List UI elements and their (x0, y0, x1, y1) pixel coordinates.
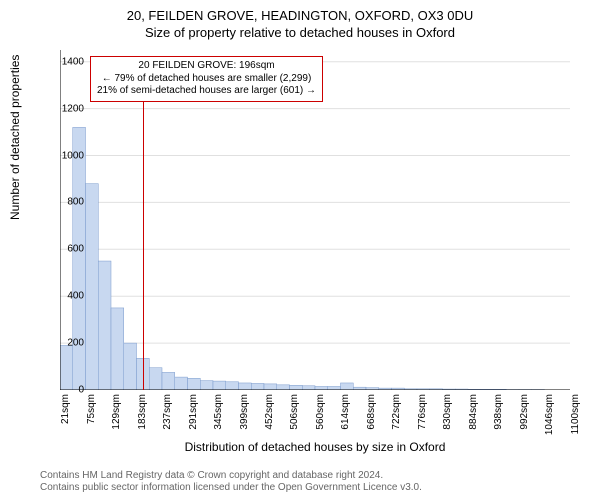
x-tick: 345sqm (213, 394, 224, 444)
footer-line2: Contains public sector information licen… (40, 482, 422, 493)
title-line1: 20, FEILDEN GROVE, HEADINGTON, OXFORD, O… (127, 8, 474, 23)
y-tick: 600 (54, 244, 84, 255)
y-tick: 1400 (54, 56, 84, 67)
x-tick: 884sqm (468, 394, 479, 444)
x-tick: 21sqm (60, 394, 71, 444)
chart-title: 20, FEILDEN GROVE, HEADINGTON, OXFORD, O… (0, 0, 600, 42)
x-tick: 560sqm (315, 394, 326, 444)
x-tick: 722sqm (391, 394, 402, 444)
y-tick: 1200 (54, 103, 84, 114)
y-tick: 1000 (54, 150, 84, 161)
x-tick: 452sqm (264, 394, 275, 444)
x-tick: 399sqm (239, 394, 250, 444)
callout-line2: ← 79% of detached houses are smaller (2,… (102, 73, 312, 84)
x-tick: 776sqm (417, 394, 428, 444)
y-axis-label: Number of detached properties (8, 55, 22, 220)
x-tick: 291sqm (188, 394, 199, 444)
x-axis-label: Distribution of detached houses by size … (60, 440, 570, 454)
footer-line1: Contains HM Land Registry data © Crown c… (40, 470, 383, 481)
callout-line3: 21% of semi-detached houses are larger (… (97, 85, 316, 96)
footer-attribution: Contains HM Land Registry data © Crown c… (40, 470, 422, 494)
x-tick: 183sqm (137, 394, 148, 444)
x-tick: 237sqm (162, 394, 173, 444)
x-tick: 938sqm (493, 394, 504, 444)
callout-line1: 20 FEILDEN GROVE: 196sqm (138, 60, 274, 71)
x-tick: 614sqm (340, 394, 351, 444)
x-tick: 1046sqm (544, 394, 555, 444)
x-tick: 668sqm (366, 394, 377, 444)
y-tick: 800 (54, 197, 84, 208)
x-tick: 1100sqm (570, 394, 581, 444)
reference-line (143, 62, 144, 390)
x-tick: 992sqm (519, 394, 530, 444)
x-tick: 129sqm (111, 394, 122, 444)
title-line2: Size of property relative to detached ho… (145, 25, 455, 40)
chart-area: 20 FEILDEN GROVE: 196sqm ← 79% of detach… (60, 50, 570, 390)
x-tick: 75sqm (86, 394, 97, 444)
y-tick: 200 (54, 338, 84, 349)
x-tick: 506sqm (289, 394, 300, 444)
callout-box: 20 FEILDEN GROVE: 196sqm ← 79% of detach… (90, 56, 323, 102)
x-tick: 830sqm (442, 394, 453, 444)
y-tick: 400 (54, 291, 84, 302)
